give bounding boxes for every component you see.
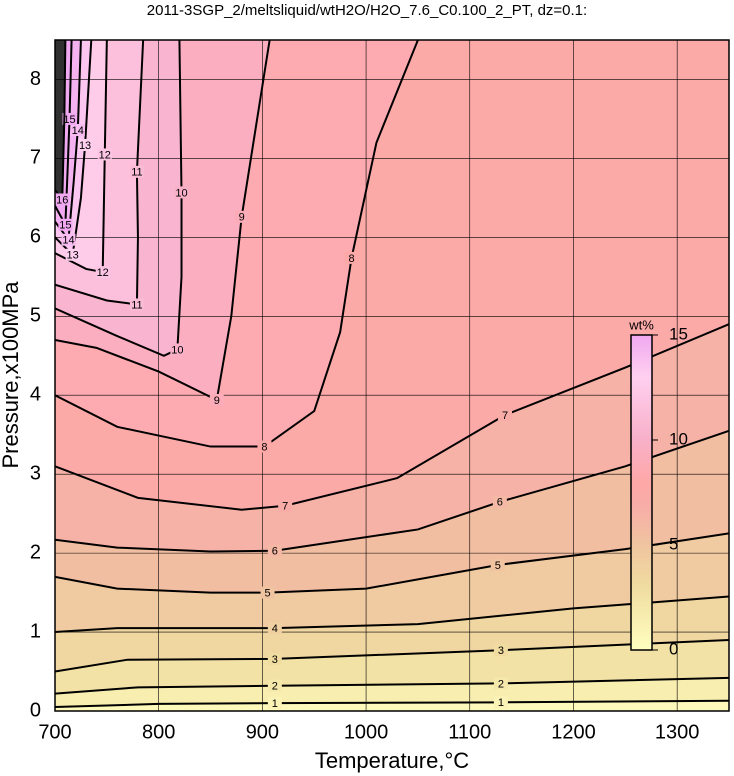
colorbar-tick-label: 15	[669, 324, 688, 343]
x-tick-label: 900	[246, 721, 279, 743]
contour-label-bg	[257, 440, 272, 453]
contour-label: 10	[175, 187, 187, 199]
contour-label-bg	[62, 112, 77, 125]
contour-label: 8	[261, 441, 267, 453]
contour-band	[55, 700, 729, 711]
contour-label-bg	[267, 679, 282, 692]
contour-label-bg	[492, 495, 507, 508]
y-tick-label: 1	[30, 620, 41, 642]
contour-line	[55, 40, 73, 229]
contour-label-bg	[55, 193, 70, 206]
colorbar-tick-label: 0	[669, 639, 678, 658]
contour-label-bg	[278, 499, 293, 512]
y-tick-label: 4	[30, 384, 41, 406]
contour-label-bg	[493, 696, 508, 709]
contour-label-bg	[344, 251, 359, 264]
plot-area: 1 12 2334556677889910101111121213131414151…	[55, 40, 729, 711]
colorbar-title: wt%	[628, 317, 654, 332]
y-axis-label: Pressure,x100MPa	[0, 281, 23, 469]
contour-label: 15	[59, 220, 71, 232]
contour-label-bg	[209, 393, 224, 406]
contour-label-bg	[490, 558, 505, 571]
overlay: 700 800 900 1000 1100 1200 1300012345678wt%051…	[30, 39, 730, 743]
contour-label-bg	[61, 233, 76, 246]
y-tick-label: 5	[30, 305, 41, 327]
contour-label-bg	[78, 138, 93, 151]
contour-label: 5	[265, 587, 271, 599]
contour-label: 7	[502, 410, 508, 422]
chart-title: 2011-3SGP_2/meltsliquid/wtH2O/H2O_7.6_C0…	[147, 2, 587, 19]
contour-label: 14	[62, 235, 74, 247]
contour-label: 16	[56, 194, 68, 206]
contour-label-bg	[493, 644, 508, 657]
contour-label: 1	[498, 697, 504, 709]
contour-label-bg	[267, 622, 282, 635]
contour-label-bg	[234, 210, 249, 223]
contour-label-bg	[129, 165, 144, 178]
contour-line	[55, 40, 82, 243]
contour-label: 12	[99, 149, 111, 161]
contour-label-bg	[498, 408, 513, 421]
y-tick-label: 2	[30, 541, 41, 563]
contour-line	[55, 40, 145, 306]
contour-label: 13	[67, 250, 79, 262]
y-tick-label: 6	[30, 226, 41, 248]
contour-label-bg	[65, 248, 80, 261]
contour-line	[55, 40, 419, 448]
contour-label-bg	[267, 697, 282, 710]
contour-label: 11	[131, 167, 142, 179]
x-axis-label: Temperature,°C	[315, 748, 469, 773]
contour-label: 15	[63, 114, 75, 126]
plot-frame	[54, 39, 730, 712]
contour-label: 7	[282, 501, 288, 513]
contour-label: 2	[498, 678, 504, 690]
contour-label: 3	[272, 654, 278, 666]
contour-label: 10	[171, 344, 183, 356]
contour-label: 6	[272, 546, 278, 558]
colorbar	[630, 334, 653, 651]
contour-label: 9	[214, 395, 220, 407]
contour-label: 1	[272, 698, 278, 710]
contour-label: 12	[97, 267, 109, 279]
contour-label: 8	[348, 253, 354, 265]
contour-label-bg	[260, 586, 275, 599]
x-tick-label: 800	[142, 721, 175, 743]
contour-label: 2	[272, 681, 278, 693]
x-tick-label: 1000	[344, 721, 389, 743]
contour-label: 4	[272, 623, 278, 635]
contour-label-bg	[58, 218, 73, 231]
contour-line	[55, 595, 729, 634]
contour-label-bg	[493, 677, 508, 690]
y-tick-label: 3	[30, 462, 41, 484]
contour-line	[55, 40, 108, 274]
x-tick-label: 1200	[551, 721, 596, 743]
x-tick-label: 1100	[448, 721, 491, 743]
contour-label: 11	[131, 299, 142, 311]
y-tick-label: 0	[30, 699, 41, 721]
contour-label: 13	[79, 140, 91, 152]
colorbar-tick-label: 10	[669, 429, 688, 448]
contour-label: 14	[72, 125, 84, 137]
contour-line	[55, 429, 729, 553]
contour-line	[55, 323, 729, 511]
x-tick-label: 1300	[655, 721, 700, 743]
contour-label-bg	[267, 652, 282, 665]
contour-label-bg	[97, 148, 112, 161]
contour-line	[55, 532, 729, 594]
contour-label-bg	[267, 544, 282, 557]
colorbar-tick-label: 5	[669, 534, 678, 553]
x-tick-label: 700	[38, 721, 71, 743]
y-tick-label: 7	[30, 147, 41, 169]
contour-label: 6	[497, 497, 503, 509]
contour-label: 9	[239, 212, 245, 224]
contour-label: 3	[498, 645, 504, 657]
contour-label-bg	[170, 343, 185, 356]
contour-label-bg	[174, 186, 189, 199]
contour-label-bg	[129, 298, 144, 311]
contour-label-bg	[95, 266, 110, 279]
y-tick-label: 8	[30, 68, 41, 90]
contour-label-bg	[70, 123, 85, 136]
contour-label: 5	[495, 560, 501, 572]
